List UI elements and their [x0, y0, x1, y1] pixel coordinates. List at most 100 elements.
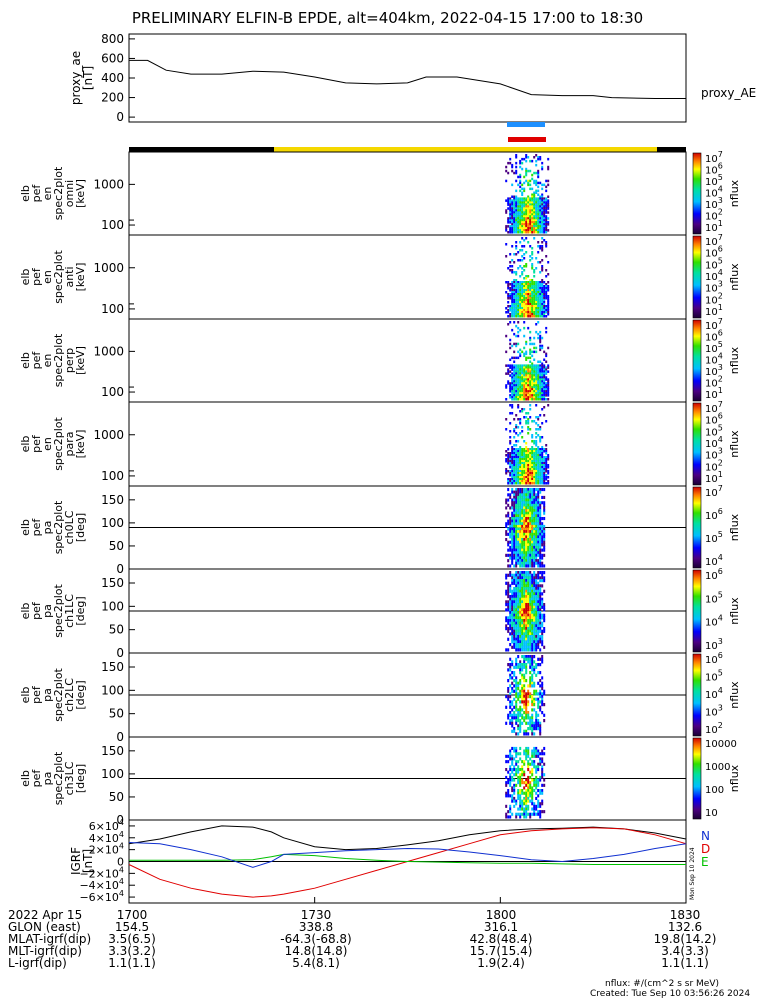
- spectrum-cell: [531, 458, 534, 461]
- spectrum-cell: [507, 285, 510, 288]
- spectrum-cell: [511, 796, 514, 800]
- spectrum-cell: [507, 311, 510, 314]
- spectrum-cell: [513, 221, 516, 224]
- spectrum-cell: [539, 603, 542, 607]
- spectrum-cell: [509, 749, 512, 753]
- spectrum-cell: [523, 392, 526, 395]
- spectrum-cell: [537, 321, 540, 324]
- spectrum-cell: [507, 689, 510, 693]
- spectrum-cell: [515, 517, 518, 521]
- spectrum-cell: [533, 637, 536, 641]
- spectrum-cell: [513, 789, 516, 793]
- spectrum-cell: [531, 760, 534, 764]
- spectrum-cell: [547, 346, 550, 350]
- spectrum-cell: [539, 553, 542, 557]
- spectrum-cell: [513, 548, 516, 552]
- spectrum-cell: [533, 587, 536, 591]
- spectrum-cell: [537, 223, 540, 226]
- spectrum-cell: [531, 648, 534, 652]
- spectrum-cell: [537, 466, 540, 469]
- spectrum-cell: [537, 384, 540, 387]
- ytick-label: 50: [109, 623, 124, 637]
- spectrum-cell: [541, 799, 544, 803]
- spectrum-cell: [523, 673, 526, 677]
- spectrum-cell: [519, 571, 522, 575]
- spectrum-cell: [535, 807, 538, 811]
- spectrum-cell: [535, 553, 538, 557]
- spectrum-cell: [533, 480, 536, 483]
- spectrum-cell: [509, 713, 512, 717]
- spectrum-cell: [547, 388, 550, 391]
- spectrum-cell: [519, 175, 522, 179]
- spectrum-cell: [523, 689, 526, 693]
- spectrum-cell: [547, 303, 550, 306]
- spectrum-cell: [533, 498, 536, 502]
- spectrum-cell: [507, 695, 510, 699]
- spectrum-cell: [527, 511, 530, 515]
- spectrum-cell: [545, 215, 548, 218]
- spectrum-cell: [523, 627, 526, 631]
- spectrum-cell: [541, 249, 544, 252]
- spectrum-cell: [531, 545, 534, 549]
- spectrum-cell: [543, 293, 546, 296]
- spectrum-cell: [543, 313, 546, 316]
- spectrum-cell: [519, 476, 522, 479]
- spectrum-cell: [527, 530, 530, 534]
- spectrum-cell: [529, 315, 532, 318]
- spectrum-cell: [529, 684, 532, 688]
- spectrum-cell: [533, 346, 536, 350]
- colorbar-tick-label: 103: [705, 196, 723, 211]
- spectrum-cell: [513, 608, 516, 612]
- spectrum-cell: [525, 217, 528, 220]
- spectrum-cell: [541, 773, 544, 777]
- spectrum-cell: [529, 313, 532, 316]
- spectrum-cell: [537, 719, 540, 723]
- spectrum-cell: [541, 313, 544, 316]
- spectrum-cell: [539, 543, 542, 547]
- spectrum-cell: [519, 472, 522, 475]
- spectrum-cell: [517, 460, 520, 463]
- spectrum-cell: [525, 611, 528, 615]
- spectrum-cell: [523, 334, 526, 338]
- spectrum-cell: [527, 291, 530, 294]
- spectrum-cell: [525, 251, 528, 254]
- spectrum-cell: [537, 781, 540, 785]
- spectrum-cell: [523, 532, 526, 536]
- spectrum-cell: [535, 754, 538, 758]
- spectrum-cell: [529, 553, 532, 557]
- spectrum-cell: [529, 657, 532, 661]
- spectrum-cell: [533, 681, 536, 685]
- spectrum-cell: [531, 370, 534, 373]
- spectrum-cell: [527, 470, 530, 473]
- spectrum-cell: [523, 462, 526, 465]
- spectrum-cell: [533, 643, 536, 647]
- spectrum-cell: [533, 478, 536, 481]
- spectrum-cell: [523, 482, 526, 485]
- spectrum-cell: [523, 632, 526, 636]
- spectrum-cell: [537, 464, 540, 467]
- spectrum-cell: [527, 305, 530, 308]
- spectrum-cell: [515, 372, 518, 375]
- spectrum-cell: [525, 595, 528, 599]
- spectrum-cell: [531, 474, 534, 477]
- spectrum-cell: [527, 227, 530, 230]
- spectrum-cell: [531, 812, 534, 816]
- spectrum-cell: [519, 364, 522, 367]
- spectrum-cell: [527, 448, 530, 451]
- spectrum-cell: [539, 261, 542, 264]
- spectrum-cell: [527, 789, 530, 793]
- spectrum-cell: [513, 223, 516, 226]
- spectrum-cell: [541, 561, 544, 565]
- spectrum-cell: [531, 561, 534, 565]
- spectrum-cell: [535, 648, 538, 652]
- footer-value: 3.3(3.2): [108, 944, 156, 958]
- ytick-label: 50: [109, 539, 124, 553]
- spectrum-cell: [535, 476, 538, 479]
- spectrum-cell: [525, 368, 528, 371]
- spectrum-cell: [525, 495, 528, 499]
- spectrum-cell: [517, 695, 520, 699]
- colorbar-spec-para: [693, 403, 701, 485]
- spectrum-cell: [539, 624, 542, 628]
- spectrum-cell: [513, 309, 516, 312]
- spectrum-cell: [525, 169, 528, 173]
